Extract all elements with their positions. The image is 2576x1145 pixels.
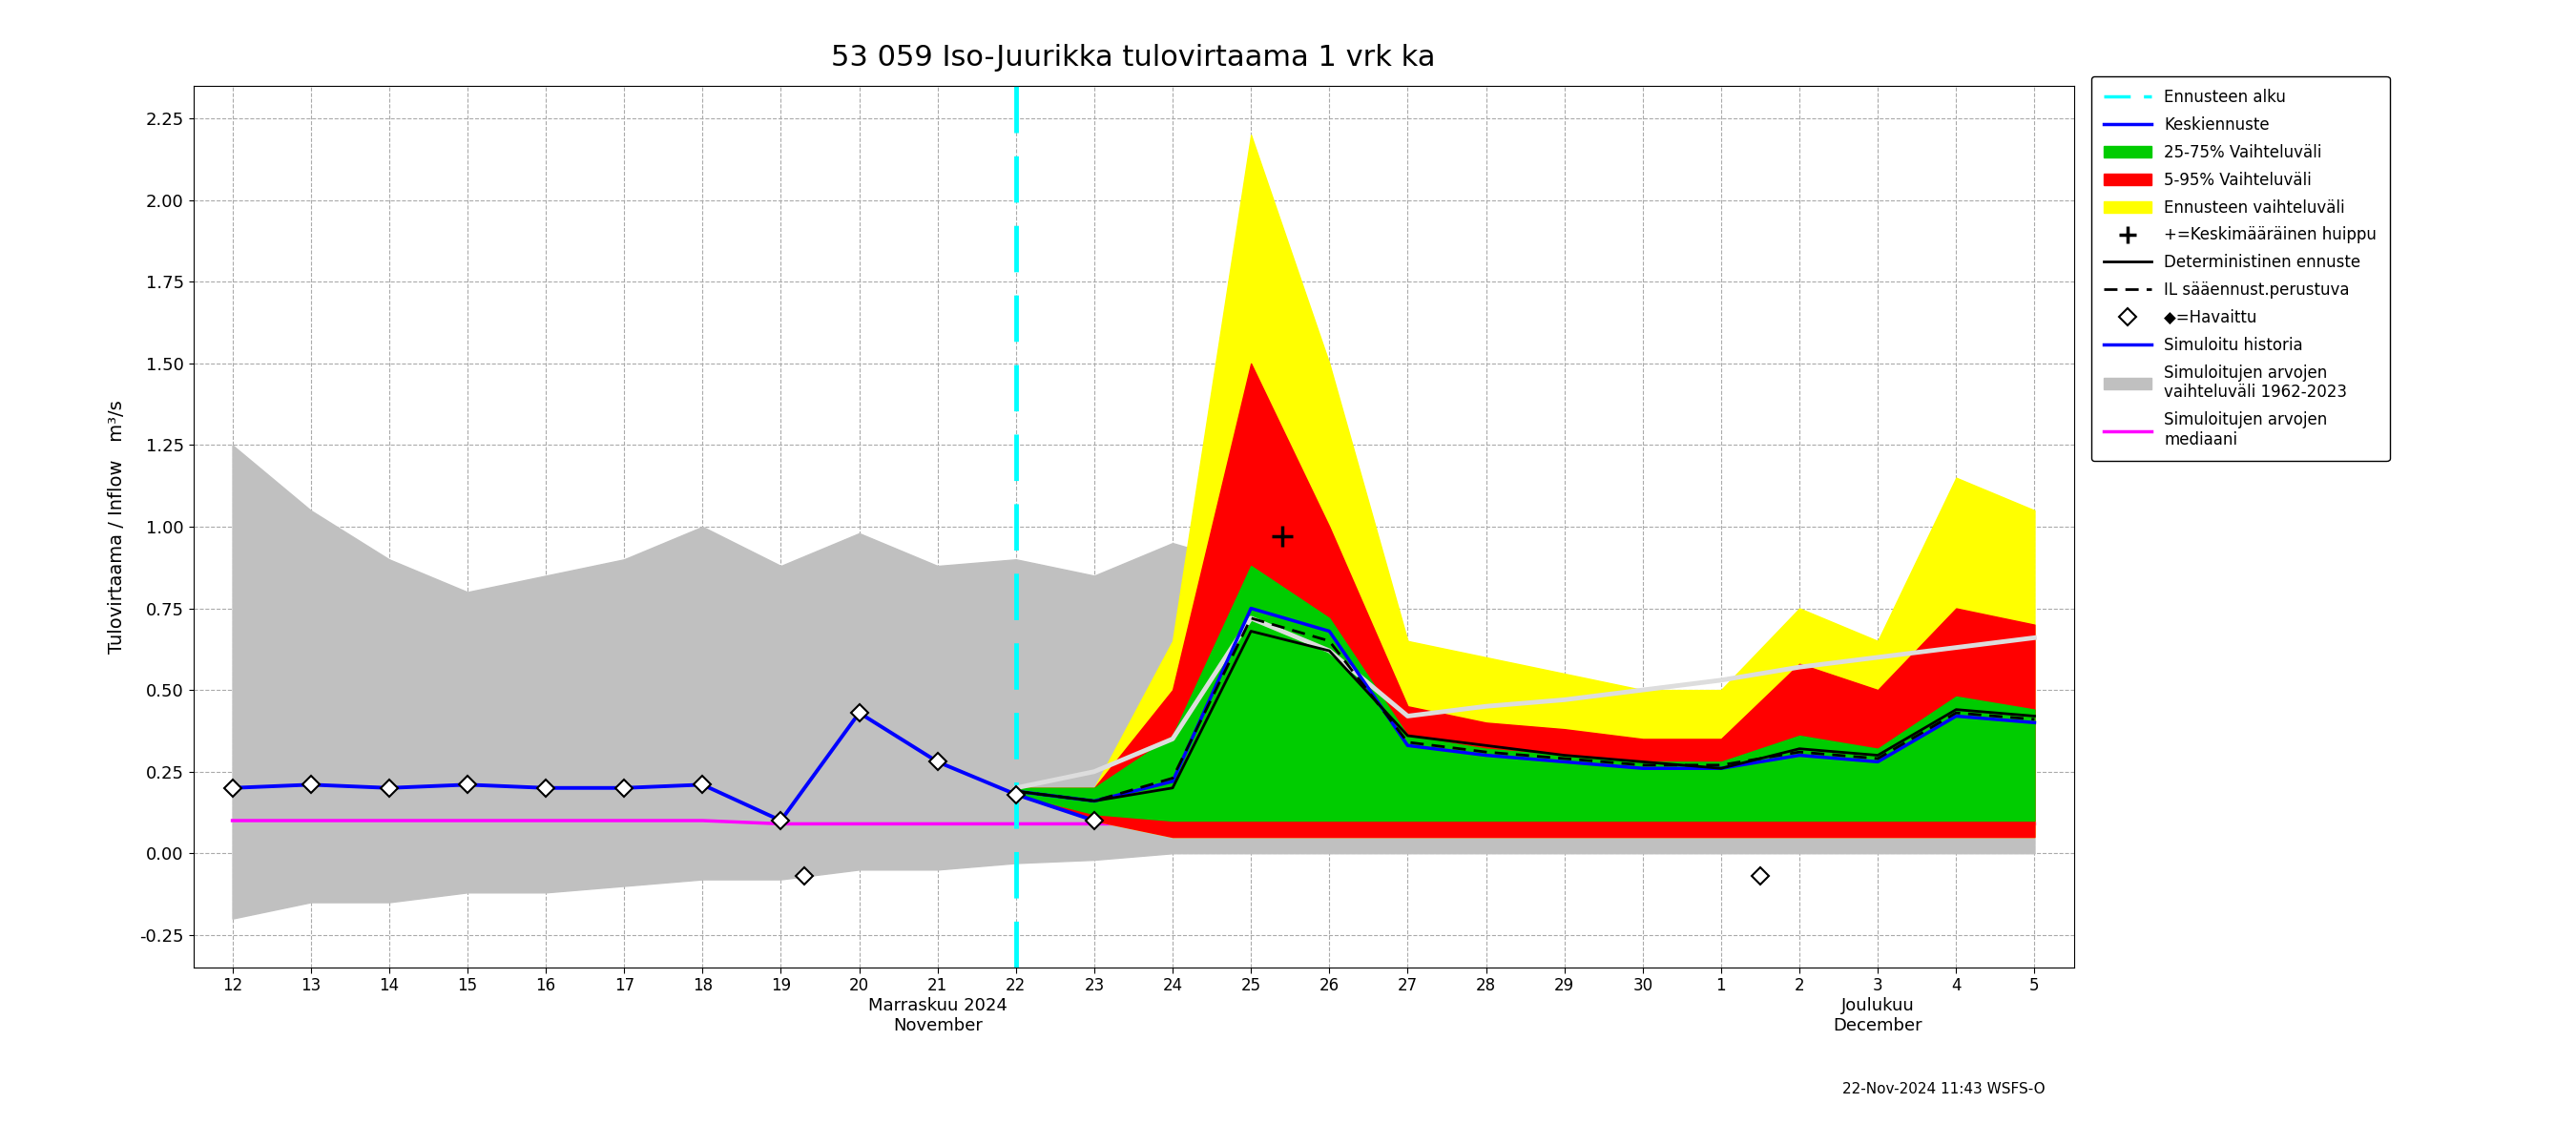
- Y-axis label: Tulovirtaama / Inflow   m³/s: Tulovirtaama / Inflow m³/s: [108, 400, 126, 654]
- Title: 53 059 Iso-Juurikka tulovirtaama 1 vrk ka: 53 059 Iso-Juurikka tulovirtaama 1 vrk k…: [832, 44, 1435, 72]
- Text: 22-Nov-2024 11:43 WSFS-O: 22-Nov-2024 11:43 WSFS-O: [1842, 1082, 2045, 1097]
- Text: Joulukuu
December: Joulukuu December: [1834, 997, 1922, 1034]
- Text: Marraskuu 2024
November: Marraskuu 2024 November: [868, 997, 1007, 1034]
- Legend: Ennusteen alku, Keskiennuste, 25-75% Vaihteluväli, 5-95% Vaihteluväli, Ennusteen: Ennusteen alku, Keskiennuste, 25-75% Vai…: [2092, 77, 2391, 461]
